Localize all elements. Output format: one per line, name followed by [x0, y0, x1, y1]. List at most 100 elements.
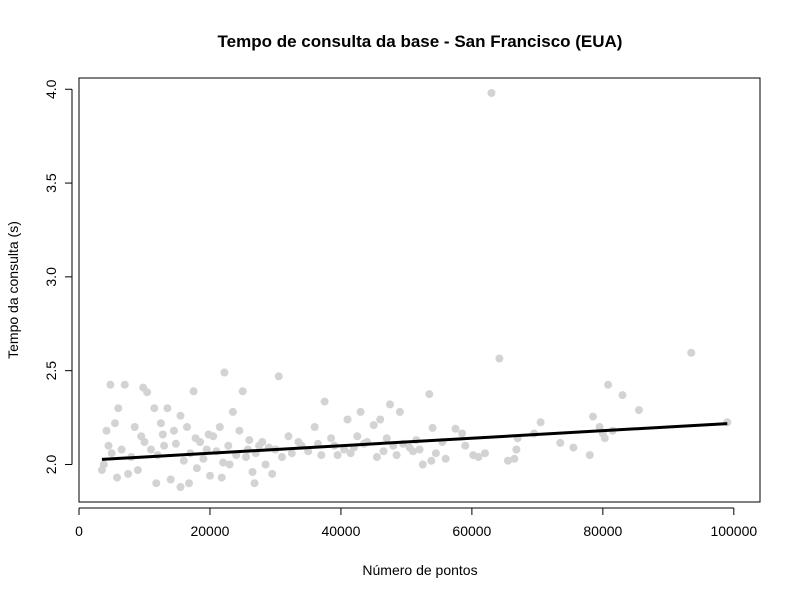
data-point: [124, 469, 133, 478]
y-tick-label: 2.5: [43, 361, 59, 381]
data-point: [589, 412, 597, 421]
data-point: [687, 348, 696, 357]
x-tick-label: 0: [75, 523, 83, 539]
data-point: [238, 387, 247, 396]
data-point: [250, 479, 259, 488]
data-point: [536, 418, 545, 427]
data-point: [317, 451, 326, 460]
data-point: [106, 380, 115, 389]
data-point: [97, 466, 106, 475]
data-point: [320, 397, 329, 406]
x-tick-label: 20000: [190, 523, 229, 539]
data-point: [503, 456, 512, 465]
data-point: [199, 454, 208, 463]
data-point: [192, 464, 201, 473]
data-point: [156, 419, 165, 428]
x-tick-label: 80000: [583, 523, 622, 539]
data-point: [415, 445, 424, 454]
y-axis-label: Tempo da consulta (s): [5, 221, 21, 359]
data-point: [600, 434, 609, 443]
data-point: [569, 443, 578, 452]
data-point: [495, 354, 504, 363]
data-point: [158, 430, 167, 439]
data-point: [310, 423, 319, 431]
data-point: [418, 460, 427, 469]
data-point: [333, 451, 342, 460]
data-point: [441, 454, 450, 463]
data-point: [107, 449, 116, 458]
data-point: [113, 473, 121, 482]
data-point: [206, 471, 214, 480]
y-tick-label: 3.0: [43, 267, 59, 287]
data-point: [409, 447, 417, 456]
data-point: [287, 449, 296, 458]
data-point: [379, 447, 388, 456]
data-point: [228, 407, 237, 416]
data-point: [278, 453, 286, 461]
data-point: [176, 483, 185, 491]
data-point: [147, 445, 155, 454]
x-tick-label: 100000: [710, 523, 757, 539]
data-point: [427, 456, 436, 465]
data-point: [382, 434, 391, 443]
data-point: [353, 432, 362, 441]
data-point: [202, 445, 211, 454]
data-point: [225, 460, 234, 469]
data-point: [487, 89, 496, 97]
points-layer: [97, 89, 732, 491]
y-tick-label: 2.0: [43, 455, 59, 475]
data-point: [604, 380, 613, 389]
trend-layer: [101, 422, 728, 461]
data-point: [111, 419, 119, 428]
data-point: [215, 423, 224, 431]
x-tick-label: 40000: [321, 523, 360, 539]
x-axis-label: Número de pontos: [362, 562, 477, 578]
data-point: [585, 451, 594, 460]
data-point: [431, 449, 440, 458]
data-point: [185, 479, 193, 488]
data-point: [304, 447, 313, 456]
data-point: [474, 453, 483, 461]
data-point: [143, 388, 152, 397]
data-point: [376, 415, 385, 424]
data-point: [235, 426, 244, 435]
data-point: [242, 453, 250, 461]
data-point: [461, 441, 470, 450]
data-point: [634, 406, 643, 415]
data-point: [346, 449, 355, 458]
data-point: [425, 390, 434, 399]
data-point: [392, 451, 401, 460]
data-point: [258, 438, 267, 446]
data-point: [189, 387, 198, 396]
data-point: [183, 423, 191, 431]
data-point: [179, 456, 188, 465]
y-tick-label: 3.5: [43, 173, 59, 193]
data-point: [458, 429, 467, 438]
data-point: [343, 415, 352, 424]
data-point: [217, 473, 226, 482]
data-point: [224, 441, 233, 450]
plot-frame: [78, 77, 761, 503]
data-point: [618, 391, 627, 400]
data-point: [274, 372, 283, 381]
data-point: [372, 453, 381, 461]
x-tick-label: 60000: [452, 523, 491, 539]
data-point: [104, 441, 113, 450]
data-point: [261, 460, 270, 469]
data-point: [340, 445, 349, 454]
data-point: [220, 368, 229, 377]
data-point: [114, 404, 123, 413]
data-point: [595, 423, 604, 431]
data-point: [152, 479, 161, 488]
data-point: [268, 469, 277, 478]
data-point: [428, 423, 437, 432]
data-point: [510, 454, 519, 463]
data-point: [120, 380, 129, 389]
y-tick-label: 4.0: [43, 79, 59, 99]
data-point: [204, 430, 213, 439]
data-point: [171, 439, 180, 448]
data-point: [512, 445, 521, 454]
data-point: [284, 432, 293, 441]
data-point: [248, 468, 257, 476]
data-point: [356, 407, 365, 416]
